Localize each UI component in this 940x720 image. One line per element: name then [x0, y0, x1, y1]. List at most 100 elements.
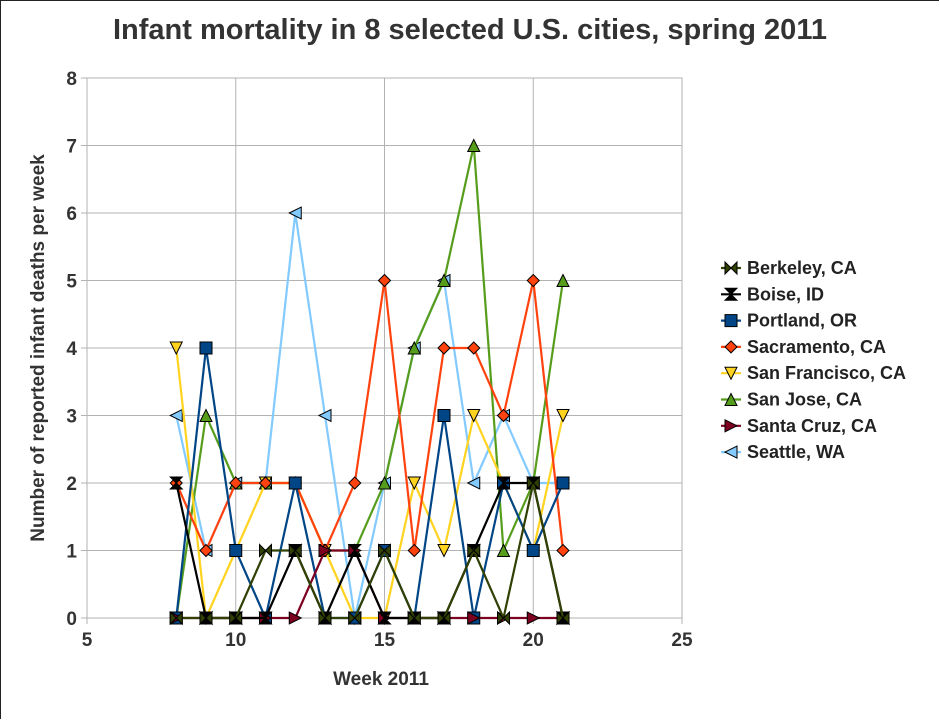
legend-item-seattle-wa: Seattle, WA [721, 442, 845, 462]
data-point-sacramento-ca [526, 273, 540, 288]
y-tick-label: 4 [66, 339, 77, 360]
data-point-portland-or [437, 409, 451, 422]
legend-item-portland-or: Portland, OR [721, 311, 857, 331]
data-point-berkeley-ca [229, 610, 243, 626]
legend-marker [724, 418, 739, 433]
data-point-santa-cruz-ca [467, 611, 481, 625]
legend-marker [723, 445, 738, 459]
legend-item-santa-cruz-ca: Santa Cruz, CA [721, 416, 877, 436]
legend-item-boise-id: Boise, ID [721, 284, 824, 304]
data-point-berkeley-ca [199, 610, 213, 626]
legend-label: Berkeley, CA [747, 258, 857, 278]
y-tick-label: 7 [66, 137, 77, 158]
data-point-sacramento-ca [467, 341, 481, 355]
data-point-berkeley-ca [169, 610, 183, 626]
data-point-sacramento-ca [258, 476, 273, 490]
data-point-boise-id [347, 544, 362, 557]
data-point-san-jose-ca [377, 475, 392, 490]
y-tick-label: 5 [66, 272, 77, 293]
series-line-berkeley-ca [176, 482, 565, 622]
data-point-san-francisco-ca [169, 341, 184, 356]
data-point-boise-id [496, 476, 511, 490]
data-point-berkeley-ca [288, 543, 302, 558]
x-tick-label: 25 [671, 630, 693, 651]
y-tick-label: 0 [66, 609, 77, 630]
x-axis-title: Week 2011 [333, 669, 429, 690]
data-point-berkeley-ca [318, 610, 332, 626]
legend-label: Sacramento, CA [747, 337, 886, 357]
data-point-berkeley-ca [378, 543, 391, 558]
axes: 0 1 2 3 4 5 6 7 8 5 10 15 20 25 [66, 69, 693, 651]
data-point-portland-or [229, 544, 243, 557]
data-point-sacramento-ca [556, 543, 570, 558]
legend-marker [724, 392, 738, 406]
data-point-seattle-wa [169, 408, 183, 423]
y-tick-label: 1 [66, 542, 77, 563]
legend-item-berkeley-ca: Berkeley, CA [721, 258, 857, 278]
data-point-portland-or [556, 476, 570, 490]
data-point-santa-cruz-ca [526, 611, 541, 625]
data-point-santa-cruz-ca [318, 543, 333, 558]
data-point-san-francisco-ca [437, 544, 451, 558]
legend-marker [724, 314, 738, 328]
data-point-sacramento-ca [407, 543, 421, 558]
x-tick-label: 15 [374, 630, 396, 651]
data-point-san-jose-ca [437, 273, 451, 287]
data-point-sacramento-ca [496, 408, 511, 423]
y-tick-label: 2 [66, 474, 77, 495]
y-tick-label: 3 [66, 407, 77, 428]
data-point-seattle-wa [288, 206, 302, 220]
legend-label: Santa Cruz, CA [747, 416, 877, 436]
series-berkeley-ca [169, 475, 570, 626]
y-tick-label: 8 [66, 69, 77, 90]
data-point-berkeley-ca [497, 610, 510, 626]
x-tick-label: 5 [82, 630, 93, 651]
legend: Berkeley, CA Boise, ID Portland, OR Sacrame… [721, 258, 906, 462]
chart-title: Infant mortality in 8 selected U.S. citi… [113, 14, 827, 46]
y-tick-label: 6 [66, 204, 77, 225]
data-point-berkeley-ca [259, 543, 272, 558]
data-point-san-jose-ca [466, 138, 481, 152]
data-point-portland-or [526, 544, 540, 557]
data-point-sacramento-ca [437, 341, 451, 355]
data-point-berkeley-ca [526, 475, 540, 491]
data-point-seattle-wa [466, 476, 481, 490]
data-point-san-jose-ca [556, 273, 570, 287]
legend-label: Boise, ID [747, 284, 824, 304]
legend-label: San Jose, CA [747, 390, 862, 410]
data-point-portland-or [288, 476, 302, 490]
legend-marker [724, 260, 738, 276]
legend-item-san-francisco-ca: San Francisco, CA [721, 363, 906, 383]
data-point-san-francisco-ca [407, 476, 422, 491]
data-point-berkeley-ca [437, 610, 451, 626]
legend-label: San Francisco, CA [747, 363, 906, 383]
x-tick-label: 10 [225, 630, 246, 651]
data-point-berkeley-ca [407, 610, 421, 626]
data-point-boise-id [377, 611, 392, 625]
data-point-berkeley-ca [348, 610, 362, 626]
data-point-san-jose-ca [496, 543, 511, 557]
data-point-boise-id [258, 611, 273, 625]
data-point-sacramento-ca [229, 476, 243, 490]
data-point-santa-cruz-ca [288, 611, 303, 625]
legend-marker [724, 366, 738, 381]
data-point-portland-or [199, 341, 213, 355]
data-point-san-francisco-ca [556, 409, 570, 423]
data-point-san-jose-ca [199, 408, 213, 422]
data-point-berkeley-ca [467, 543, 481, 558]
legend-item-sacramento-ca: Sacramento, CA [721, 337, 886, 357]
data-point-seattle-wa [317, 408, 332, 423]
data-point-san-francisco-ca [466, 409, 481, 423]
data-point-sacramento-ca [348, 476, 362, 490]
data-point-berkeley-ca [556, 610, 570, 626]
series-line-san-francisco-ca [175, 347, 565, 623]
data-point-sacramento-ca [377, 273, 392, 288]
data-point-boise-id [169, 476, 184, 490]
data-point-san-jose-ca [407, 340, 422, 355]
data-point-sacramento-ca [199, 543, 213, 558]
series-group [169, 138, 571, 626]
legend-marker [723, 287, 739, 301]
legend-marker [724, 340, 738, 354]
